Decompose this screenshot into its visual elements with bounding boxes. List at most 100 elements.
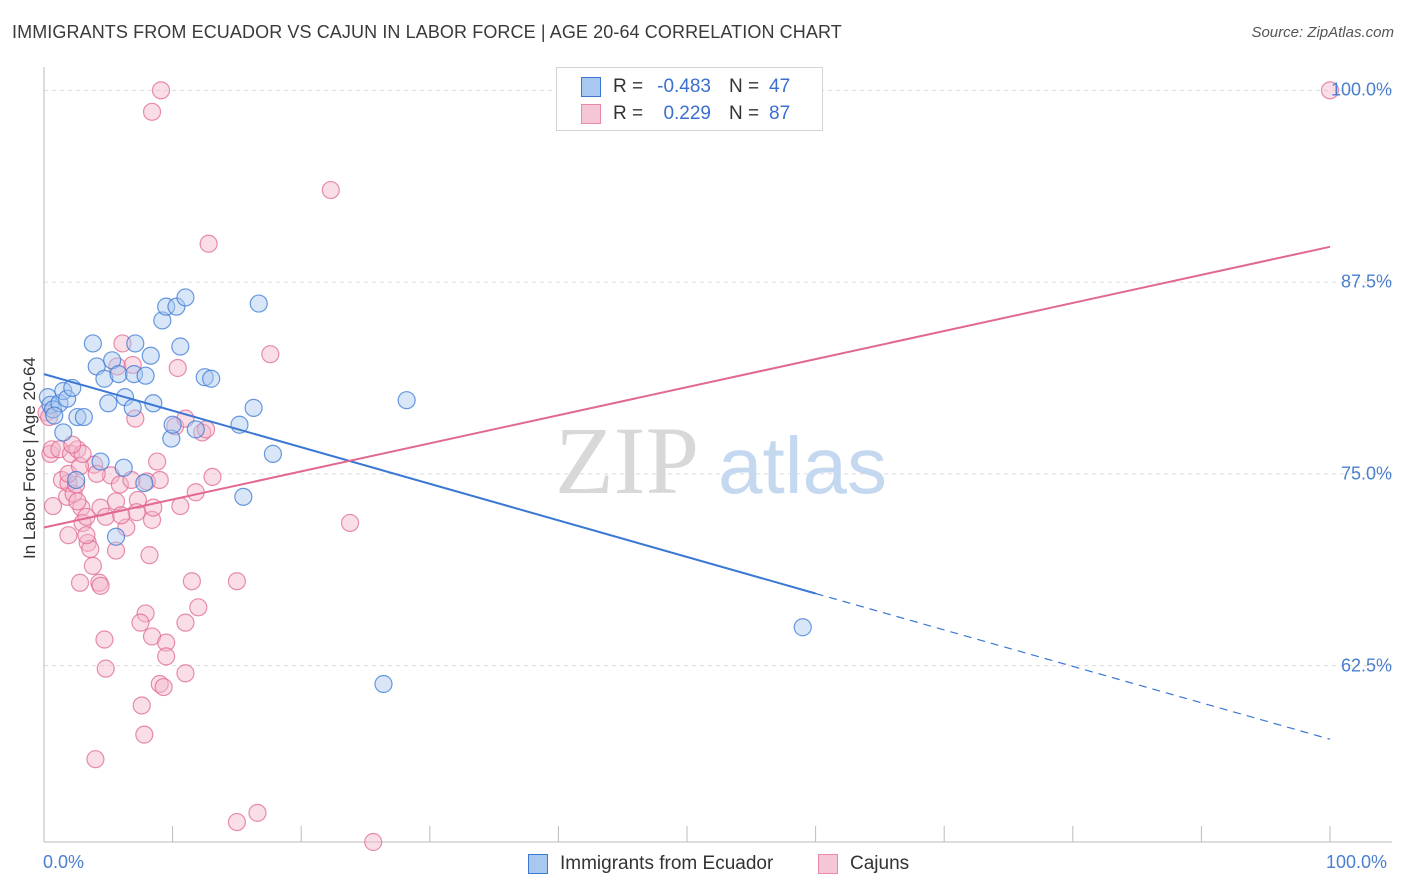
ecuador-point: [67, 470, 86, 490]
trend-lines: [43, 245, 1331, 740]
cajun-point: [43, 496, 63, 516]
y-axis-label: In Labor Force | Age 20-64: [20, 357, 39, 559]
cajun-point: [96, 659, 115, 678]
ecuador-swatch: [581, 77, 601, 97]
ecuador-point: [162, 429, 181, 448]
cajun-point: [136, 604, 155, 623]
cajun-point: [140, 546, 159, 565]
cajun-point: [203, 467, 222, 487]
n-label: N =: [729, 103, 760, 124]
r-label: R =: [613, 76, 644, 97]
cajun-point: [42, 440, 61, 459]
cajun-point: [90, 573, 109, 592]
ecuador-point: [91, 452, 110, 471]
cajun-point: [77, 526, 96, 545]
cajun-point: [261, 345, 280, 364]
legend-item-ecuador[interactable]: Immigrants from Ecuador: [528, 853, 773, 875]
ecuador-point: [95, 369, 114, 388]
ecuador-point: [176, 288, 195, 307]
ecuador-point: [124, 365, 144, 384]
ecuador-trend-line: [43, 373, 816, 595]
r-label: R =: [613, 103, 644, 124]
cajun-point: [148, 452, 167, 471]
cajun-point: [132, 696, 151, 715]
gridlines: [44, 89, 1392, 667]
cajun-point: [182, 572, 201, 591]
cajun-point: [364, 832, 383, 852]
y-tick-label-3: 62.5%: [1340, 655, 1392, 676]
ecuador-point: [135, 473, 154, 493]
ecuador-point: [244, 398, 263, 417]
ecuador-point: [186, 420, 205, 439]
cajun-point: [106, 492, 126, 511]
n-label: N =: [729, 76, 760, 97]
stats-legend: R = -0.483 N = 47 R = 0.229 N = 87: [556, 67, 823, 131]
ecuador-point: [99, 394, 118, 413]
cajun-point: [321, 180, 340, 200]
ecuador-trend-extension: [815, 592, 1331, 740]
x-tick-min: 0.0%: [43, 852, 85, 872]
cajun-point: [135, 725, 154, 744]
cajun-point: [59, 526, 78, 545]
y-tick-label-2: 75.0%: [1340, 463, 1392, 484]
ecuador-point: [136, 366, 155, 385]
legend-label-cajuns: Cajuns: [850, 853, 910, 874]
legend-label-ecuador: Immigrants from Ecuador: [560, 853, 774, 874]
cajuns-points: [37, 81, 1340, 852]
cajun-point: [83, 556, 102, 575]
ecuador-point: [114, 458, 133, 477]
ecuador-point: [45, 406, 64, 425]
cajun-point: [176, 664, 195, 683]
cajun-point: [157, 647, 176, 666]
legend-item-cajuns[interactable]: Cajuns: [818, 853, 909, 875]
cajun-point: [113, 334, 132, 353]
cajun-point: [96, 507, 115, 526]
cajun-point: [63, 435, 82, 454]
ecuador-point: [68, 407, 87, 427]
ecuador-point: [234, 487, 253, 506]
cajun-point: [110, 475, 129, 494]
ecuador-point: [157, 297, 176, 316]
ecuador-point: [58, 389, 77, 408]
cajun-point: [168, 358, 187, 378]
ecuador-point: [106, 527, 126, 546]
cajun-point: [123, 355, 142, 375]
ecuador-point: [141, 346, 160, 365]
cajun-point: [248, 803, 267, 822]
n-value: 87: [769, 103, 791, 124]
ecuador-point: [202, 369, 221, 388]
legend-row-ecuador: R = -0.483 N = 47: [581, 76, 790, 98]
watermark-atlas: atlas: [718, 421, 887, 510]
ecuador-point: [126, 334, 145, 353]
ecuador-point: [397, 391, 416, 410]
cajun-point: [91, 576, 110, 595]
y-tick-label-0: 100.0%: [1330, 79, 1392, 100]
ecuador-point: [793, 618, 812, 637]
source-label: Source: ZipAtlas.com: [1251, 24, 1394, 41]
cajun-point: [150, 470, 169, 490]
y-tick-label-1: 87.5%: [1340, 271, 1392, 292]
ecuador-point: [263, 444, 283, 463]
cajun-point: [157, 633, 176, 652]
cajun-point: [70, 573, 90, 592]
cajuns-trend-line: [43, 245, 1331, 529]
cajun-point: [171, 496, 190, 516]
ecuador-point: [374, 674, 393, 694]
ecuador-point: [163, 415, 182, 434]
cajun-point: [340, 513, 360, 533]
cajun-point: [126, 409, 145, 428]
cajuns-legend-swatch: [818, 854, 838, 874]
ecuador-point: [171, 337, 190, 356]
cajun-point: [176, 613, 195, 632]
cajun-point: [95, 630, 114, 649]
cajun-point: [227, 812, 246, 832]
r-value: 0.229: [663, 103, 711, 124]
ecuador-point: [153, 311, 172, 330]
cajuns-swatch: [581, 104, 601, 124]
cajun-point: [68, 492, 87, 511]
ecuador-legend-swatch: [528, 854, 548, 874]
cajun-point: [1320, 81, 1340, 100]
ecuador-point: [54, 423, 73, 442]
r-value: -0.483: [657, 76, 711, 97]
